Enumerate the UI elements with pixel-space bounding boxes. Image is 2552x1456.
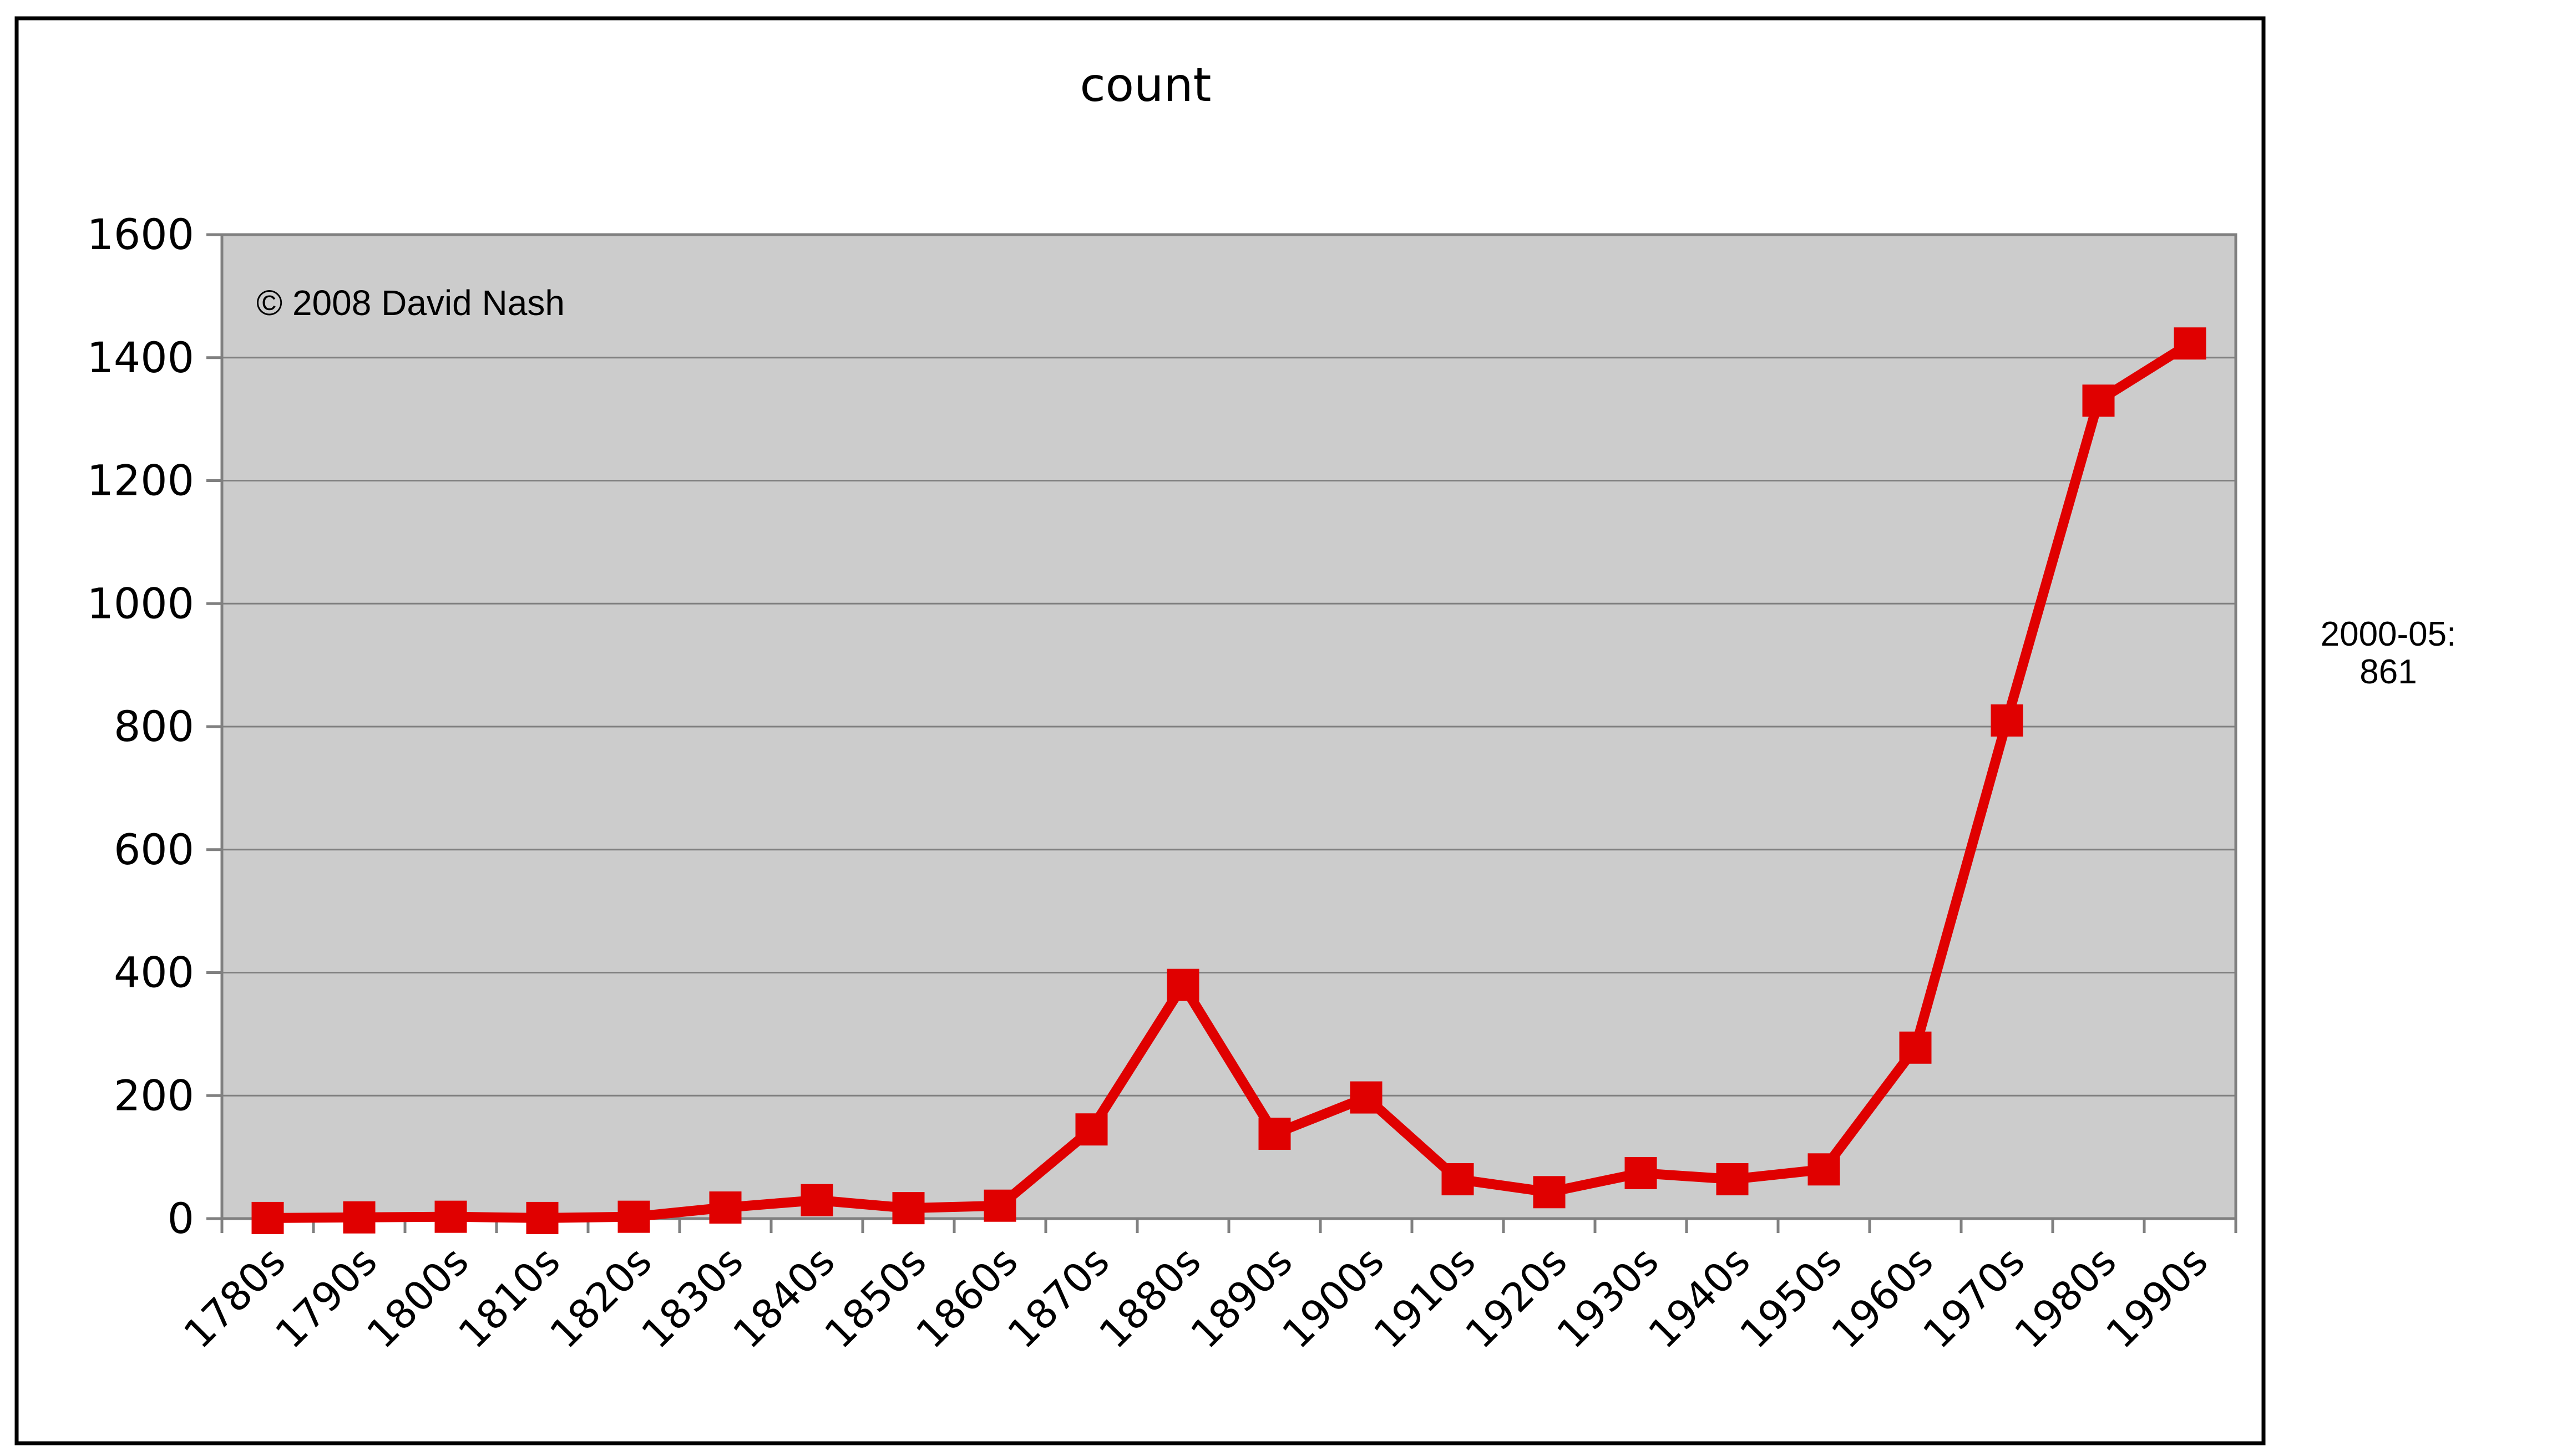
data-point (709, 1191, 742, 1224)
data-point (1807, 1153, 1840, 1186)
data-point (1350, 1081, 1383, 1114)
series-line (262, 338, 2195, 1223)
data-point (1991, 704, 2023, 737)
gridlines (222, 357, 2236, 1097)
data-point (1899, 1031, 1932, 1064)
data-point (1716, 1163, 1749, 1196)
data-point (1075, 1113, 1108, 1146)
y-tick-label: 1600 (87, 210, 194, 259)
series-count (251, 327, 2206, 1234)
data-point (1533, 1176, 1566, 1209)
data-point (251, 1201, 284, 1234)
data-point (526, 1201, 559, 1234)
y-tick-label: 1000 (87, 579, 194, 628)
side-note-label: 2000-05: (2321, 615, 2457, 653)
y-tick-label: 0 (168, 1194, 194, 1243)
data-point (984, 1189, 1016, 1222)
data-point (801, 1184, 833, 1216)
y-tick-label: 200 (114, 1071, 194, 1120)
y-tick-label: 800 (114, 702, 194, 751)
y-axis-ticks: 0 200 400 600 800 1000 1200 1400 1600 (87, 210, 222, 1243)
side-note-value: 861 (2359, 653, 2417, 691)
data-point (1258, 1117, 1291, 1150)
data-point (343, 1201, 376, 1234)
y-tick-label: 1200 (87, 456, 194, 505)
y-tick-label: 1400 (87, 333, 194, 382)
data-point (617, 1200, 650, 1233)
data-point (1167, 968, 1199, 1001)
copyright-annotation: © 2008 David Nash (256, 283, 565, 323)
data-point (892, 1192, 925, 1225)
data-point (1441, 1163, 1474, 1196)
data-point (1624, 1156, 1657, 1189)
data-point (2174, 327, 2206, 360)
chart-title: count (1080, 58, 1212, 112)
data-point (434, 1200, 467, 1233)
y-tick-label: 400 (114, 948, 194, 997)
data-point (2082, 384, 2115, 417)
y-tick-label: 600 (114, 825, 194, 874)
